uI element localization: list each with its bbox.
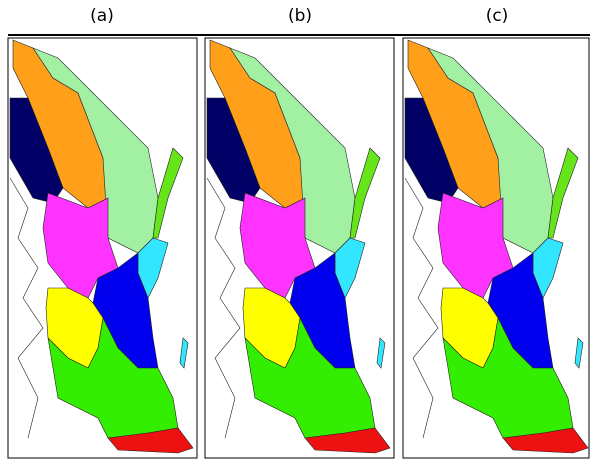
panel: (c) [402, 6, 590, 459]
panel: (b) [204, 6, 395, 459]
panel-label: (a) [90, 6, 114, 26]
panel-label: (c) [486, 6, 509, 26]
panel-label: (b) [288, 6, 312, 26]
panel: (a) [7, 6, 198, 459]
